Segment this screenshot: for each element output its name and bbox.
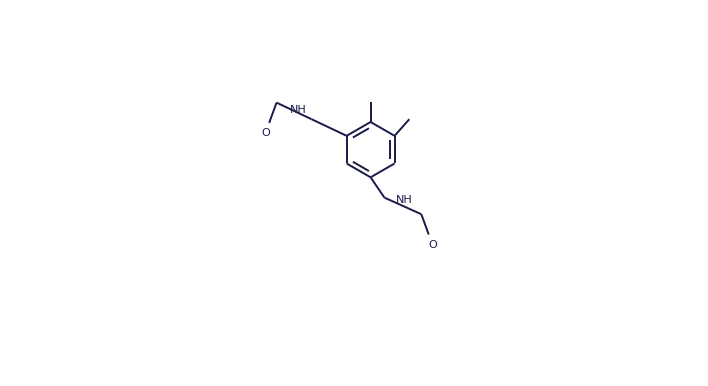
Text: O: O (261, 129, 270, 139)
Text: NH: NH (396, 195, 412, 205)
Text: NH: NH (290, 105, 307, 115)
Text: O: O (428, 240, 437, 250)
